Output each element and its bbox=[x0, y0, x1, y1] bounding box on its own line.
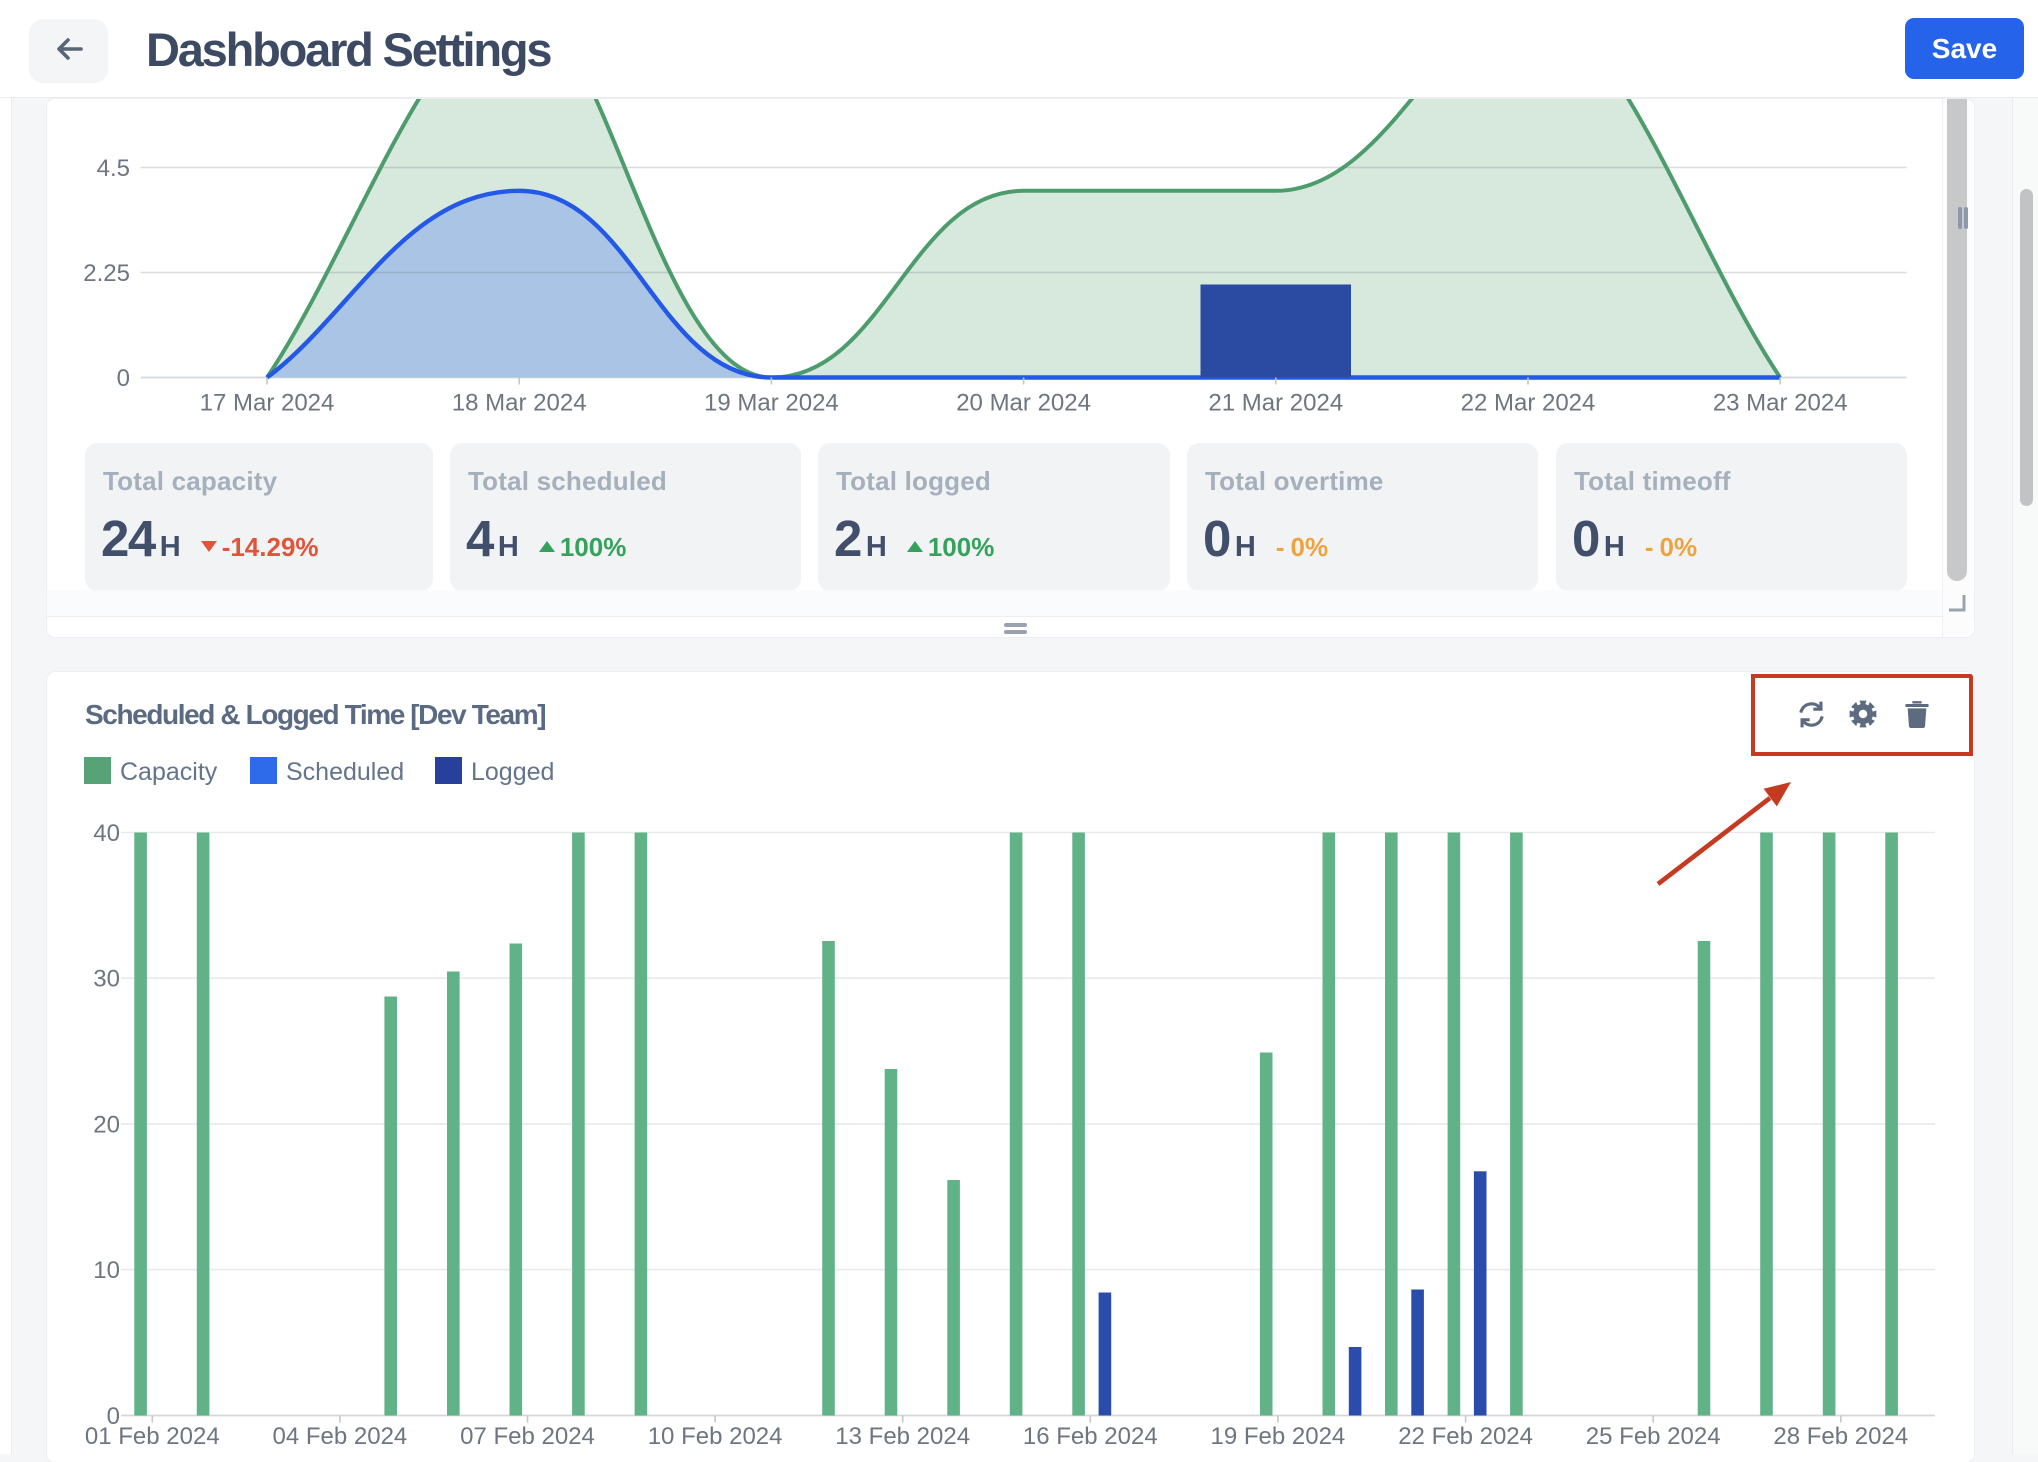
svg-text:07 Feb 2024: 07 Feb 2024 bbox=[460, 1423, 595, 1450]
svg-text:01 Feb 2024: 01 Feb 2024 bbox=[85, 1423, 220, 1450]
svg-text:13 Feb 2024: 13 Feb 2024 bbox=[835, 1423, 970, 1450]
svg-text:25 Feb 2024: 25 Feb 2024 bbox=[1586, 1423, 1721, 1450]
svg-text:10: 10 bbox=[93, 1257, 120, 1284]
svg-text:17 Mar 2024: 17 Mar 2024 bbox=[200, 390, 335, 417]
svg-text:2.25: 2.25 bbox=[83, 260, 130, 287]
svg-text:20 Mar 2024: 20 Mar 2024 bbox=[956, 390, 1091, 417]
svg-text:28 Feb 2024: 28 Feb 2024 bbox=[1773, 1423, 1908, 1450]
svg-text:22 Mar 2024: 22 Mar 2024 bbox=[1461, 390, 1596, 417]
svg-text:30: 30 bbox=[93, 966, 120, 993]
svg-text:10 Feb 2024: 10 Feb 2024 bbox=[648, 1423, 783, 1450]
svg-text:0: 0 bbox=[117, 365, 130, 392]
svg-text:16 Feb 2024: 16 Feb 2024 bbox=[1023, 1423, 1158, 1450]
svg-text:18 Mar 2024: 18 Mar 2024 bbox=[452, 390, 587, 417]
svg-text:0: 0 bbox=[107, 1403, 120, 1430]
svg-text:40: 40 bbox=[93, 820, 120, 847]
svg-text:4.5: 4.5 bbox=[97, 155, 130, 182]
svg-text:19 Feb 2024: 19 Feb 2024 bbox=[1211, 1423, 1346, 1450]
svg-text:23 Mar 2024: 23 Mar 2024 bbox=[1713, 390, 1848, 417]
svg-text:21 Mar 2024: 21 Mar 2024 bbox=[1208, 390, 1343, 417]
svg-text:20: 20 bbox=[93, 1111, 120, 1138]
svg-text:19 Mar 2024: 19 Mar 2024 bbox=[704, 390, 839, 417]
svg-text:22 Feb 2024: 22 Feb 2024 bbox=[1398, 1423, 1533, 1450]
svg-text:04 Feb 2024: 04 Feb 2024 bbox=[273, 1423, 408, 1450]
